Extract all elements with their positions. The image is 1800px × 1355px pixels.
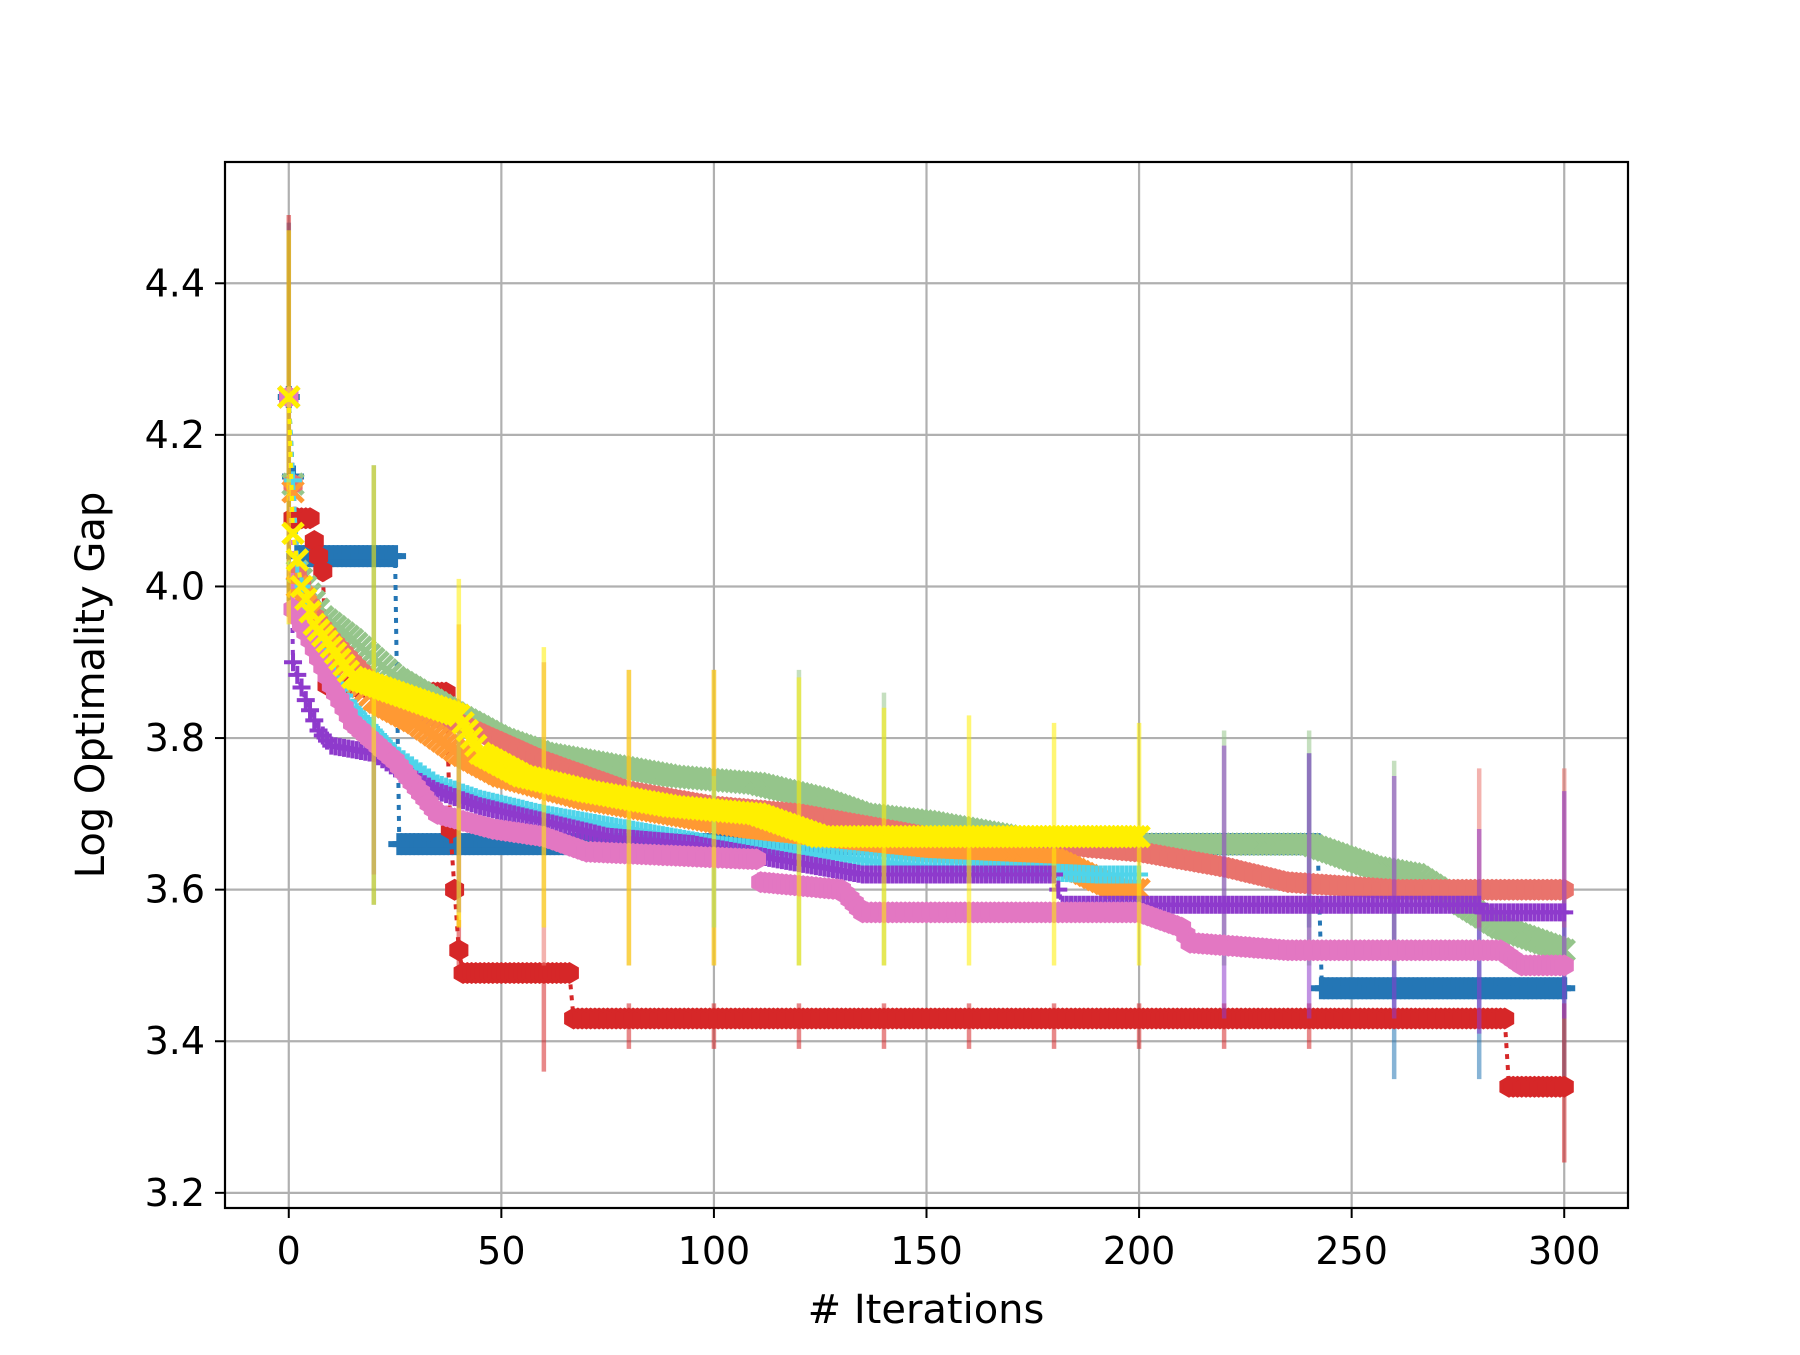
data-point — [294, 587, 318, 611]
x-tick-label: 100 — [678, 1229, 751, 1273]
data-point — [296, 691, 315, 710]
y-axis-label: Log Optimality Gap — [68, 492, 114, 879]
data-point — [559, 962, 579, 984]
data-point — [281, 521, 305, 546]
data-series — [279, 386, 1574, 977]
data-series — [277, 230, 1151, 966]
data-point — [746, 848, 766, 871]
plot-area — [277, 215, 1576, 1163]
y-tick-label: 4.2 — [145, 413, 205, 457]
x-tick-label: 50 — [477, 1229, 525, 1273]
y-tick-label: 4.4 — [145, 261, 205, 305]
data-point — [1554, 1075, 1574, 1098]
y-tick-label: 4.0 — [145, 564, 205, 608]
data-point — [285, 548, 310, 572]
data-point — [1495, 1007, 1515, 1030]
x-tick-label: 300 — [1528, 1229, 1601, 1273]
data-point — [1555, 903, 1574, 922]
data-point — [1554, 954, 1574, 977]
data-point — [298, 599, 322, 624]
data-point — [277, 385, 301, 409]
x-tick-label: 150 — [890, 1229, 963, 1273]
x-axis-label: # Iterations — [808, 1287, 1045, 1333]
data-point — [289, 574, 314, 599]
data-point — [301, 701, 320, 720]
y-tick-label: 3.4 — [145, 1019, 205, 1063]
data-point — [288, 665, 307, 684]
data-point — [384, 545, 407, 568]
series-layer — [277, 215, 1576, 1163]
x-tick-label: 200 — [1103, 1229, 1176, 1273]
data-point — [449, 939, 469, 962]
y-tick-label: 3.8 — [145, 716, 205, 760]
y-axis-ticks: 3.2 3.4 3.6 3.8 4.0 4.2 4.4 — [145, 261, 225, 1215]
data-point — [313, 560, 333, 583]
data-point — [305, 711, 324, 730]
data-point — [292, 678, 311, 697]
data-point — [281, 479, 305, 504]
data-point — [284, 653, 303, 672]
x-axis-ticks: 0 50 100 150 200 250 300 — [277, 1208, 1601, 1273]
data-point — [1127, 824, 1151, 849]
x-tick-label: 0 — [277, 1229, 301, 1273]
data-point — [1123, 824, 1147, 849]
data-point — [300, 507, 320, 530]
y-tick-label: 3.2 — [145, 1171, 205, 1215]
x-tick-label: 250 — [1315, 1229, 1388, 1273]
data-point — [1118, 824, 1143, 849]
y-tick-label: 3.6 — [145, 868, 205, 912]
